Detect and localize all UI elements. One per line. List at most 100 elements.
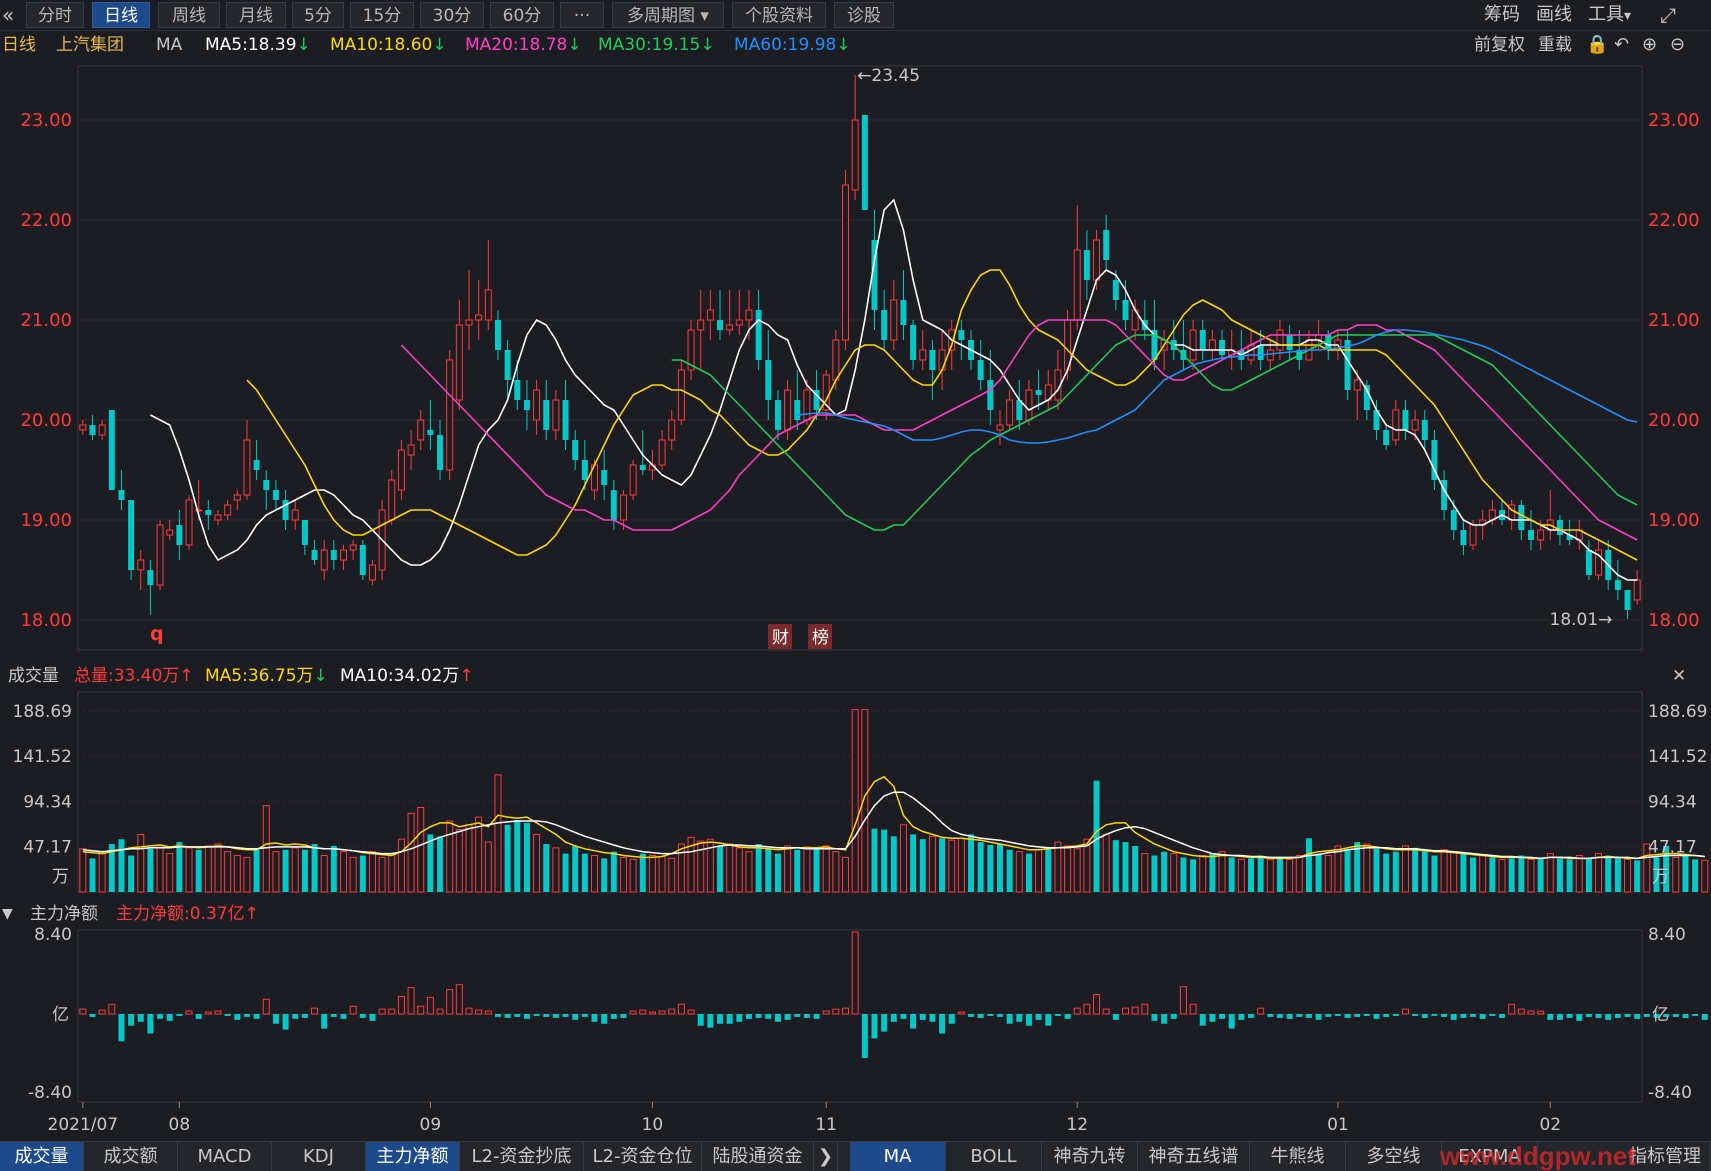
money-bar bbox=[1412, 1014, 1419, 1016]
volume-bar bbox=[1015, 851, 1023, 893]
candle-body bbox=[79, 424, 87, 431]
multi-period-dropdown[interactable]: 多周期图 ▾ bbox=[612, 2, 724, 28]
period-label: 日线 bbox=[2, 35, 36, 55]
candle-body bbox=[118, 490, 125, 500]
zoom-out-icon[interactable]: ⊖ bbox=[1670, 34, 1686, 55]
tab-l2-bottom[interactable]: L2-资金抄底 bbox=[460, 1142, 584, 1171]
ma30-legend: MA30:19.15↓ bbox=[598, 31, 715, 59]
money-bar bbox=[1016, 1014, 1023, 1022]
expand-icon[interactable]: ⤢ bbox=[1660, 3, 1676, 27]
volume-bar bbox=[1218, 851, 1226, 893]
stock-profile-button[interactable]: 个股资料 bbox=[732, 2, 826, 28]
money-bar bbox=[1701, 1014, 1708, 1020]
money-bar bbox=[369, 1014, 376, 1021]
volume-bar bbox=[591, 855, 598, 893]
collapse-icon[interactable]: ▼ bbox=[2, 906, 13, 922]
candle-body bbox=[1344, 340, 1351, 390]
panel-frame bbox=[77, 929, 1643, 1103]
tab-kdj[interactable]: KDJ bbox=[272, 1142, 366, 1171]
money-bar bbox=[726, 1014, 733, 1024]
money-bar bbox=[919, 1014, 926, 1020]
tab-fenshi[interactable]: 分时 bbox=[26, 2, 84, 28]
draw-button[interactable]: 画线 bbox=[1536, 4, 1572, 25]
candle-body bbox=[1373, 410, 1380, 430]
tab-ma[interactable]: MA bbox=[850, 1142, 946, 1171]
tab-magic-nine[interactable]: 神奇九转 bbox=[1042, 1142, 1138, 1171]
money-bar bbox=[687, 1009, 695, 1015]
money-bar bbox=[166, 1014, 173, 1021]
price-tick-left: 19.00 bbox=[20, 510, 72, 531]
tab-l2-position[interactable]: L2-资金仓位 bbox=[584, 1142, 702, 1171]
tab-monthly[interactable]: 月线 bbox=[226, 2, 286, 28]
tab-15min[interactable]: 15分 bbox=[350, 2, 414, 28]
money-bar bbox=[465, 1007, 473, 1015]
down-arrow-icon: ↓ bbox=[836, 35, 851, 55]
candle-body bbox=[417, 419, 425, 441]
volume-bar bbox=[822, 845, 830, 893]
next-icon[interactable]: ❯ bbox=[814, 1142, 838, 1171]
tab-turnover[interactable]: 成交额 bbox=[84, 1142, 178, 1171]
tab-volume[interactable]: 成交量 bbox=[0, 1142, 84, 1171]
money-bar bbox=[1093, 993, 1101, 1015]
tab-bull-bear[interactable]: 牛熊线 bbox=[1250, 1142, 1346, 1171]
stock-chart[interactable]: 23.00 23.00 22.00 22.00 21.00 21.00 20.00 20.00… bbox=[0, 0, 1711, 1141]
candle-body bbox=[745, 309, 753, 321]
back-icon[interactable]: « bbox=[2, 3, 15, 27]
tab-main-net[interactable]: 主力净额 bbox=[366, 1142, 460, 1171]
tab-northbound[interactable]: 陆股通资金 bbox=[702, 1142, 814, 1171]
tab-boll[interactable]: BOLL bbox=[946, 1142, 1042, 1171]
bang-marker-bg[interactable] bbox=[808, 624, 832, 649]
tab-60min[interactable]: 60分 bbox=[490, 2, 554, 28]
money-bar bbox=[1595, 1014, 1602, 1018]
candle-body bbox=[1527, 530, 1534, 540]
volume-bar bbox=[552, 847, 560, 893]
volume-bar bbox=[1363, 843, 1371, 893]
tools-button[interactable]: 工具▾ bbox=[1588, 2, 1631, 28]
volume-header: 成交量 总量:33.40万↑ MA5:36.75万↓ MA10:34.02万↑ … bbox=[0, 662, 1711, 690]
volume-bar bbox=[1634, 860, 1641, 892]
diagnose-button[interactable]: 诊股 bbox=[834, 2, 894, 28]
volume-title[interactable]: 成交量 bbox=[8, 666, 59, 686]
volume-bar bbox=[359, 855, 366, 892]
bang-marker[interactable]: 榜 bbox=[812, 628, 829, 648]
volume-bar bbox=[1054, 841, 1062, 893]
volume-bar bbox=[1575, 855, 1583, 893]
chip-button[interactable]: 筹码 bbox=[1484, 4, 1520, 25]
reload-button[interactable]: 重载 bbox=[1538, 35, 1572, 55]
tab-macd[interactable]: MACD bbox=[178, 1142, 272, 1171]
volume-bar bbox=[1083, 838, 1091, 893]
money-bar bbox=[253, 1014, 260, 1019]
lock-icon[interactable]: 🔒 bbox=[1586, 34, 1609, 55]
q-marker[interactable]: q bbox=[150, 623, 164, 645]
ma-indicator-label[interactable]: MA bbox=[156, 35, 183, 55]
money-bar bbox=[214, 1010, 222, 1015]
money-bar bbox=[1179, 986, 1187, 1015]
tab-magic-five[interactable]: 神奇五线谱 bbox=[1138, 1142, 1250, 1171]
tools-chevron-icon: ▾ bbox=[1624, 8, 1632, 24]
money-bar bbox=[658, 1010, 666, 1015]
volume-bar bbox=[417, 807, 425, 893]
tab-weekly[interactable]: 周线 bbox=[158, 2, 220, 28]
volume-bar bbox=[388, 853, 396, 893]
tab-daily[interactable]: 日线 bbox=[92, 2, 150, 28]
tab-5min[interactable]: 5分 bbox=[292, 2, 344, 28]
volume-bar bbox=[1440, 849, 1448, 893]
cai-marker[interactable]: 财 bbox=[772, 628, 789, 648]
zoom-in-icon[interactable]: ⊕ bbox=[1642, 34, 1658, 55]
volume-bar bbox=[803, 846, 811, 893]
candle-body bbox=[455, 324, 463, 401]
cai-marker-bg[interactable] bbox=[768, 624, 792, 649]
close-icon[interactable]: ✕ bbox=[1672, 666, 1687, 686]
volume-bar bbox=[156, 845, 164, 893]
adjust-button[interactable]: 前复权 bbox=[1474, 35, 1525, 55]
volume-tick-right: 94.34 bbox=[1648, 792, 1697, 812]
candle-body bbox=[1025, 389, 1033, 421]
more-icon[interactable]: ··· bbox=[560, 2, 604, 28]
volume-bar bbox=[79, 848, 87, 893]
tab-30min[interactable]: 30分 bbox=[420, 2, 484, 28]
tab-expma[interactable]: EXPMA bbox=[1442, 1142, 1538, 1171]
undo-icon[interactable]: ↶ bbox=[1614, 34, 1630, 55]
volume-bar bbox=[1199, 855, 1207, 893]
money-title[interactable]: 主力净额 bbox=[30, 904, 98, 924]
tab-long-short[interactable]: 多空线 bbox=[1346, 1142, 1442, 1171]
